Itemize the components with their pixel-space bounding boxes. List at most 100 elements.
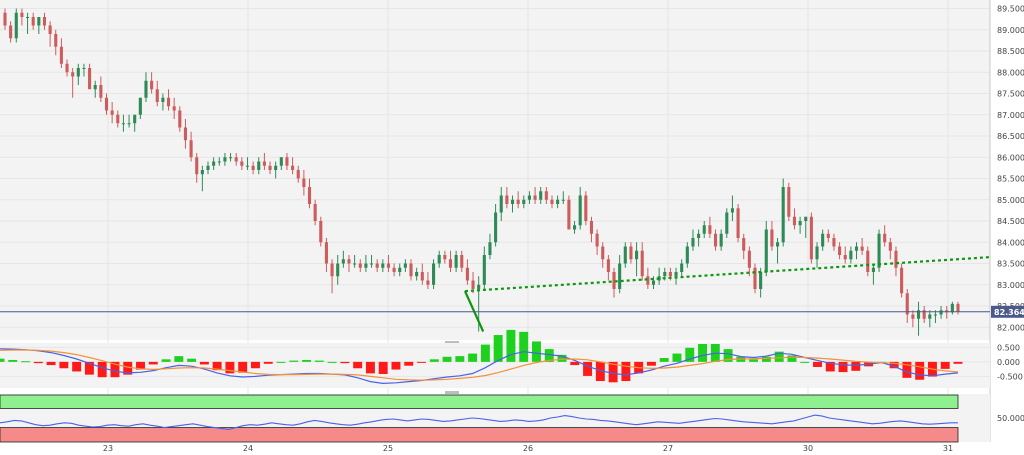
candle: [922, 306, 926, 323]
candle: [302, 170, 306, 196]
candle-body: [849, 250, 853, 260]
candle-body: [178, 110, 182, 128]
candle-body: [905, 293, 909, 315]
candle-body: [448, 259, 453, 268]
candle: [550, 195, 554, 209]
candle: [843, 246, 847, 264]
candle-body: [206, 165, 210, 170]
rsi-line: [0, 414, 958, 431]
candle-body: [792, 216, 797, 226]
candle-body: [505, 195, 509, 204]
candle-body: [37, 17, 41, 26]
candle: [59, 38, 63, 68]
candle: [719, 229, 723, 251]
candle: [330, 259, 334, 294]
candle-body: [933, 314, 937, 316]
candle: [460, 250, 464, 272]
macd-histogram-bar: [570, 361, 580, 366]
candle: [398, 263, 402, 277]
candle: [775, 238, 780, 264]
candle-body: [268, 165, 272, 170]
candle-body: [31, 17, 35, 26]
candle: [392, 263, 396, 277]
candle-body: [93, 85, 97, 90]
macd-histogram-bar: [238, 361, 248, 373]
candle: [257, 157, 261, 175]
candle: [448, 250, 453, 272]
candle-body: [454, 255, 458, 268]
candle-body: [533, 195, 537, 200]
macd-histogram-bar: [774, 351, 784, 362]
last-price-tag: [991, 305, 1024, 318]
macd-histogram-bar: [276, 361, 286, 363]
candle: [713, 229, 718, 251]
candle: [612, 267, 616, 298]
candle: [37, 17, 41, 34]
candle-body: [420, 272, 424, 281]
candle: [939, 306, 943, 319]
candle-body: [826, 233, 830, 238]
price-tick-label: 88.500: [997, 47, 1024, 56]
candle: [894, 246, 898, 277]
candle-body: [950, 303, 954, 313]
macd-histogram-bar: [608, 361, 618, 383]
candle-body: [138, 97, 142, 115]
candle-body: [155, 89, 159, 102]
candle-body: [324, 242, 328, 264]
date-tick-label: 24: [243, 444, 253, 453]
candle: [336, 255, 340, 285]
panel-resize-handle[interactable]: [445, 391, 459, 394]
candle: [911, 310, 915, 328]
candle: [747, 246, 751, 277]
macd-histogram-bar: [698, 343, 708, 362]
candle-body: [601, 246, 605, 260]
candle-body: [781, 187, 785, 243]
candle-body: [189, 140, 193, 158]
candle: [764, 221, 768, 277]
candle-body: [888, 242, 892, 251]
macd-histogram-bar: [72, 361, 82, 372]
candle-body: [809, 216, 813, 260]
candle: [601, 242, 605, 268]
candle-body: [775, 242, 780, 247]
candle-body: [48, 25, 52, 34]
macd-histogram-bar: [429, 359, 439, 362]
candle: [212, 157, 216, 170]
macd-histogram-bar: [583, 361, 593, 376]
candle-body: [76, 68, 80, 77]
rsi-panel: 50.000: [0, 394, 1024, 443]
candle: [133, 114, 137, 132]
candle: [708, 216, 712, 238]
candle: [93, 80, 97, 98]
candle: [888, 238, 892, 260]
candle-body: [302, 178, 306, 187]
macd-histogram-bar: [940, 361, 950, 369]
candle: [832, 233, 836, 251]
candle: [578, 187, 582, 230]
macd-histogram-bar: [174, 356, 184, 362]
candle-body: [166, 97, 171, 107]
candle-body: [183, 127, 188, 141]
candle-body: [618, 263, 622, 289]
candle-body: [629, 246, 633, 260]
candle: [172, 97, 176, 119]
candle: [223, 153, 227, 166]
candle: [787, 182, 791, 221]
candle: [437, 250, 441, 268]
candle: [99, 76, 103, 102]
price-tick-label: 87.500: [997, 90, 1024, 99]
candle-body: [928, 314, 932, 319]
candle: [730, 195, 734, 221]
candle: [347, 255, 351, 272]
macd-histogram-bar: [110, 361, 120, 378]
candle: [76, 63, 80, 85]
candle: [606, 255, 610, 281]
candle-body: [759, 272, 763, 289]
candle-body: [539, 191, 543, 200]
candle: [432, 259, 436, 289]
candle: [854, 242, 859, 260]
date-tick-label: 27: [663, 444, 673, 453]
candle-body: [26, 17, 30, 18]
panel-resize-handle[interactable]: [445, 341, 459, 344]
candle: [956, 301, 960, 315]
